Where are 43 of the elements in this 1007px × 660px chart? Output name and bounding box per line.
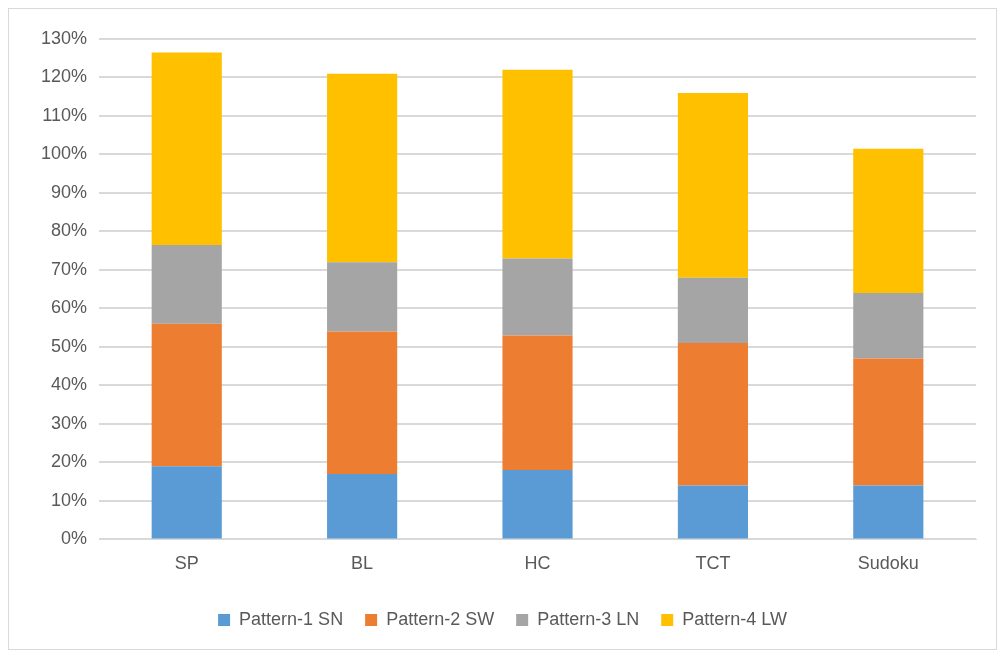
- x-tick-label: BL: [351, 553, 374, 574]
- bar: [502, 69, 573, 259]
- bar: [677, 277, 748, 344]
- x-tick-label: Sudoku: [857, 553, 919, 574]
- x-tick-label: HC: [524, 553, 551, 574]
- y-tick-label: 30%: [51, 412, 88, 433]
- bar: [327, 331, 398, 474]
- bar: [853, 148, 924, 294]
- bar: [327, 473, 398, 539]
- bar: [502, 258, 573, 336]
- y-tick-label: 40%: [51, 374, 88, 395]
- y-tick-label: 130%: [40, 27, 88, 48]
- bar: [677, 485, 748, 539]
- bar: [151, 244, 222, 324]
- y-tick-label: 20%: [51, 451, 88, 472]
- bar: [327, 262, 398, 332]
- bar: [502, 335, 573, 471]
- y-tick-label: 90%: [51, 181, 88, 202]
- x-tick-label: SP: [174, 553, 199, 574]
- legend-label: Pattern-1 SN: [239, 608, 344, 629]
- y-tick-label: 100%: [40, 143, 88, 164]
- bar: [151, 323, 222, 467]
- legend-label: Pattern-2 SW: [386, 608, 495, 629]
- y-tick-label: 70%: [51, 258, 88, 279]
- y-tick-label: 50%: [51, 335, 88, 356]
- bar: [853, 358, 924, 486]
- bar: [151, 52, 222, 245]
- bar: [677, 92, 748, 278]
- y-tick-label: 120%: [40, 66, 88, 87]
- bar: [502, 470, 573, 539]
- legend-label: Pattern-4 LW: [682, 608, 787, 629]
- bar: [151, 466, 222, 539]
- bar: [677, 343, 748, 486]
- legend-label: Pattern-3 LN: [537, 608, 640, 629]
- y-tick-label: 80%: [51, 220, 88, 241]
- y-tick-label: 110%: [42, 104, 88, 125]
- bar: [853, 293, 924, 359]
- x-tick-label: TCT: [695, 553, 731, 574]
- bar: [853, 485, 924, 539]
- bar: [327, 73, 398, 263]
- y-tick-label: 10%: [51, 489, 88, 510]
- y-tick-label: 60%: [51, 297, 88, 318]
- y-tick-label: 0%: [61, 528, 88, 549]
